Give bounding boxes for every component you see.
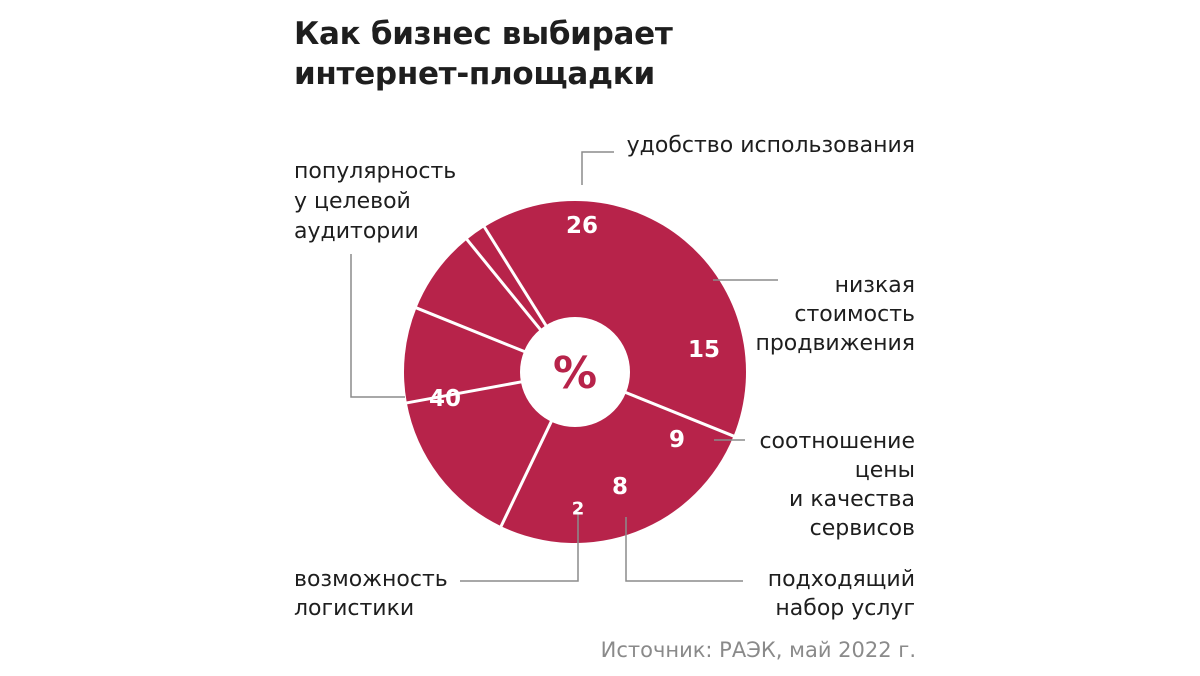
source-note: Источник: РАЭК, май 2022 г. bbox=[600, 638, 916, 662]
slice-value-label: 9 bbox=[669, 427, 685, 453]
slice-value-label: 15 bbox=[688, 337, 720, 363]
slice-category-label-line: сервисов bbox=[810, 516, 915, 541]
slice-category-label: популярность у целевой аудитории bbox=[294, 159, 456, 244]
leader-line bbox=[350, 254, 405, 398]
slice-category-label-line: у целевой bbox=[294, 189, 411, 214]
slice-category-label: возможность логистики bbox=[294, 567, 448, 621]
slice-value-label: 2 bbox=[572, 499, 585, 520]
leader-line bbox=[581, 151, 614, 185]
leader-line bbox=[460, 510, 579, 582]
chart-title: Как бизнес выбирает интернет-площадки bbox=[294, 14, 714, 94]
slice-category-label-line: возможность bbox=[294, 567, 448, 592]
slice-divider bbox=[414, 306, 527, 354]
pie-slice bbox=[484, 200, 747, 437]
slice-divider bbox=[465, 237, 543, 332]
slice-category-label-line: подходящий bbox=[768, 567, 915, 592]
slice-category-label-line: соотношение bbox=[759, 429, 915, 454]
slice-category-label-line: и качества bbox=[789, 487, 915, 512]
slice-category-label-line: цены bbox=[855, 458, 915, 483]
slice-category-label-line: набор услуг bbox=[775, 596, 915, 621]
slice-category-label-line: удобство использования bbox=[627, 133, 915, 158]
chart-title-line-2: интернет-площадки bbox=[294, 56, 655, 92]
slice-category-label-line: аудитории bbox=[294, 219, 419, 244]
slice-category-label-line: низкая bbox=[835, 273, 915, 298]
slice-category-label: низкая стоимость продвижения bbox=[755, 273, 915, 356]
slice-divider bbox=[482, 225, 549, 328]
slice-category-label-line: стоимость bbox=[794, 302, 915, 327]
slice-category-label: удобство использования bbox=[627, 133, 915, 158]
pie-slice bbox=[406, 372, 575, 527]
chart-title-line-1: Как бизнес выбирает bbox=[294, 16, 673, 52]
slice-divider bbox=[623, 390, 736, 438]
slice-value-label: 8 bbox=[612, 474, 628, 500]
leader-line bbox=[625, 517, 743, 582]
slice-category-label-line: популярность bbox=[294, 159, 456, 184]
slice-category-label-line: продвижения bbox=[755, 331, 915, 356]
center-percent-symbol: % bbox=[553, 348, 597, 399]
slice-category-label: подходящий набор услуг bbox=[768, 567, 915, 621]
slice-value-label: 40 bbox=[429, 386, 461, 412]
slice-category-label-line: логистики bbox=[294, 596, 414, 621]
slice-value-label: 26 bbox=[566, 213, 598, 239]
slice-divider bbox=[499, 419, 554, 528]
slice-divider bbox=[405, 380, 524, 405]
slice-category-label: соотношение цены и качества сервисов bbox=[759, 429, 915, 541]
center-hole bbox=[520, 317, 630, 427]
